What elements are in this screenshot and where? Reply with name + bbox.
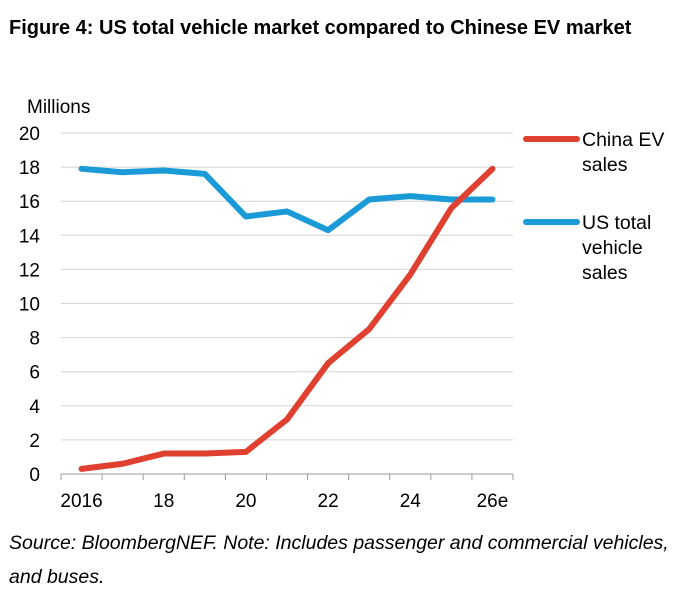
x-tick-label: 22	[318, 491, 339, 512]
y-tick-label: 20	[19, 124, 40, 145]
y-tick-label: 16	[19, 192, 40, 213]
source-note: Source: BloombergNEF. Note: Includes pas…	[9, 532, 669, 588]
legend-label: vehicle	[582, 237, 643, 259]
y-tick-label: 2	[29, 431, 40, 452]
x-tick-label: 26e	[477, 491, 509, 512]
series-line-us	[78, 165, 496, 234]
y-tick-label: 12	[19, 260, 40, 281]
x-tick-label: 20	[235, 491, 256, 512]
y-tick-label: 10	[19, 295, 40, 316]
x-tick-label: 2016	[60, 491, 102, 512]
legend-label: sales	[582, 262, 628, 284]
y-tick-label: 4	[29, 397, 40, 418]
legend-label: sales	[582, 154, 628, 176]
y-tick-label: 14	[19, 226, 41, 247]
y-tick-label: 18	[19, 158, 40, 179]
y-tick-label: 6	[29, 363, 40, 384]
x-tick-label: 18	[153, 491, 174, 512]
chart-title: Figure 4: US total vehicle market compar…	[9, 17, 632, 39]
y-tick-label: 0	[29, 465, 40, 486]
x-tick-label: 24	[400, 491, 422, 512]
y-axis-label: Millions	[27, 97, 90, 118]
legend-label: US total	[582, 212, 651, 234]
legend-label: China EV	[582, 129, 664, 151]
y-tick-label: 8	[29, 329, 40, 350]
